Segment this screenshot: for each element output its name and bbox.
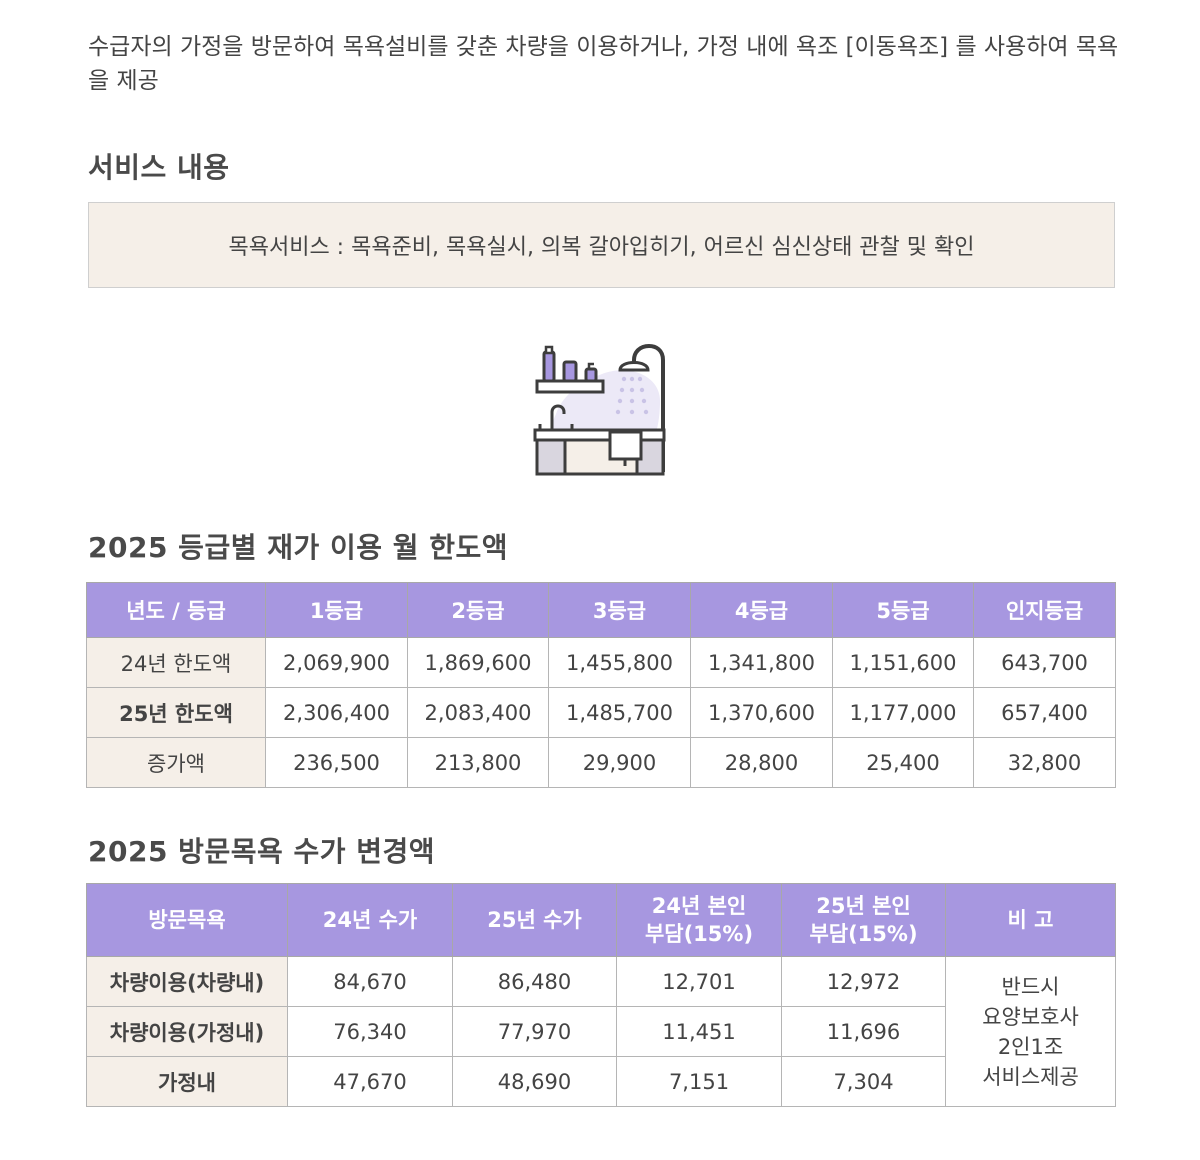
table-cell: 7,304 (781, 1056, 946, 1107)
header-line: 25년 수가 (487, 908, 582, 932)
header-cell: 3등급 (548, 582, 691, 638)
header-line: 비 고 (1007, 908, 1054, 932)
table-cell: 28,800 (690, 737, 833, 788)
table-cell: 643,700 (973, 637, 1116, 688)
table-row: 증가액 236,500 213,800 29,900 28,800 25,400… (86, 737, 1116, 788)
header-line: 24년 수가 (322, 908, 418, 932)
service-title: 서비스 내용 (88, 151, 230, 184)
table-row: 차량이용(가정내) 76,340 77,970 11,451 11,696 (86, 1006, 1116, 1057)
intro-text: 수급자의 가정을 방문하여 목욕설비를 갖춘 차량을 이용하거나, 가정 내에 … (88, 34, 1119, 94)
note-line: 요양보호사 (982, 1004, 1079, 1029)
table-cell: 7,151 (616, 1056, 782, 1107)
table-cell: 25,400 (832, 737, 974, 788)
row-label: 증가액 (86, 737, 266, 788)
note-line: 반드시 (1001, 974, 1060, 999)
table-row: 가정내 47,670 48,690 7,151 7,304 (86, 1056, 1116, 1107)
table-cell: 76,340 (287, 1006, 453, 1057)
row-label: 가정내 (86, 1056, 288, 1107)
service-description-box: 목욕서비스 : 목욕준비, 목욕실시, 의복 갈아입히기, 어르신 심신상태 관… (88, 202, 1115, 288)
header-cell: 25년 수가 (452, 883, 617, 957)
table-cell: 29,900 (548, 737, 691, 788)
table-cell: 1,177,000 (832, 687, 974, 738)
table-cell: 2,069,900 (265, 637, 408, 688)
header-cell: 년도 / 등급 (86, 582, 266, 638)
header-cell: 4등급 (690, 582, 833, 638)
row-label: 24년 한도액 (86, 637, 266, 688)
row-label: 차량이용(가정내) (86, 1006, 288, 1057)
table-cell: 84,670 (287, 956, 453, 1007)
limit-table: 년도 / 등급 1등급 2등급 3등급 4등급 5등급 인지등급 24년 한도액… (86, 582, 1116, 788)
table-row: 25년 한도액 2,306,400 2,083,400 1,485,700 1,… (86, 687, 1116, 738)
table-cell: 12,701 (616, 956, 782, 1007)
bathroom-shower-icon (533, 344, 666, 476)
service-description: 목욕서비스 : 목욕준비, 목욕실시, 의복 갈아입히기, 어르신 심신상태 관… (228, 235, 975, 260)
header-cell: 비 고 (945, 883, 1116, 957)
table-cell: 11,696 (781, 1006, 946, 1057)
table-cell: 213,800 (407, 737, 549, 788)
table-cell: 1,341,800 (690, 637, 833, 688)
row-label: 차량이용(차량내) (86, 956, 288, 1007)
limit-table-title: 2025 등급별 재가 이용 월 한도액 (88, 531, 509, 564)
table-cell: 47,670 (287, 1056, 453, 1107)
table-cell: 12,972 (781, 956, 946, 1007)
header-cell: 인지등급 (973, 582, 1116, 638)
note-cell: 반드시 요양보호사 2인1조 서비스제공 (945, 956, 1116, 1107)
table-cell: 1,370,600 (690, 687, 833, 738)
header-line: 부담(15%) (809, 922, 918, 946)
table-cell: 1,485,700 (548, 687, 691, 738)
table-cell: 236,500 (265, 737, 408, 788)
table-cell: 2,306,400 (265, 687, 408, 738)
table-cell: 86,480 (452, 956, 617, 1007)
table-cell: 1,869,600 (407, 637, 549, 688)
limit-table-header-row: 년도 / 등급 1등급 2등급 3등급 4등급 5등급 인지등급 (86, 582, 1116, 638)
header-line: 24년 본인 (651, 894, 747, 918)
row-label: 25년 한도액 (86, 687, 266, 738)
table-cell: 48,690 (452, 1056, 617, 1107)
header-line: 부담(15%) (644, 922, 754, 946)
note-line: 서비스제공 (982, 1064, 1079, 1089)
header-line: 방문목욕 (148, 908, 226, 932)
header-cell: 2등급 (407, 582, 549, 638)
header-line: 25년 본인 (816, 894, 911, 918)
table-cell: 1,455,800 (548, 637, 691, 688)
table-cell: 11,451 (616, 1006, 782, 1057)
table-row: 차량이용(차량내) 84,670 86,480 12,701 12,972 반드… (86, 956, 1116, 1107)
table-cell: 2,083,400 (407, 687, 549, 738)
table-cell: 1,151,600 (832, 637, 974, 688)
table-row: 24년 한도액 2,069,900 1,869,600 1,455,800 1,… (86, 637, 1116, 688)
table-cell: 657,400 (973, 687, 1116, 738)
note-line: 2인1조 (997, 1034, 1064, 1059)
table-cell: 77,970 (452, 1006, 617, 1057)
header-cell: 방문목욕 (86, 883, 288, 957)
header-cell: 24년 수가 (287, 883, 453, 957)
fee-table-title: 2025 방문목욕 수가 변경액 (88, 835, 436, 868)
table-cell: 32,800 (973, 737, 1116, 788)
header-cell: 1등급 (265, 582, 408, 638)
header-cell: 5등급 (832, 582, 974, 638)
